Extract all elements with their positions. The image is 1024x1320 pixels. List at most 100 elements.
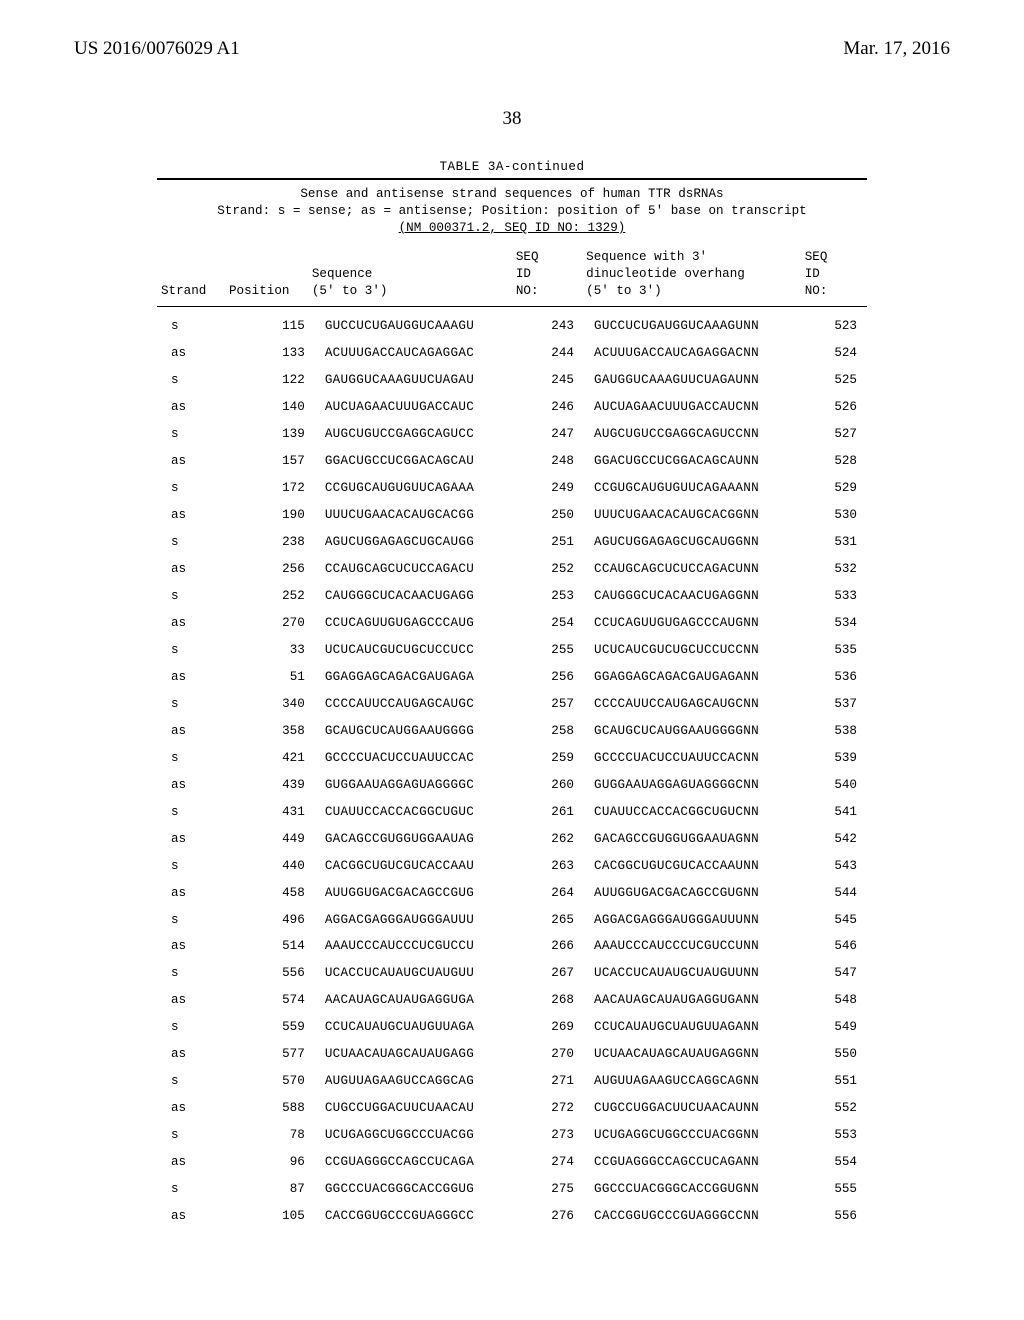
cell-sequence: CCUCAUAUGCUAUGUUAGA <box>325 1021 519 1034</box>
cell-position: 33 <box>236 644 325 657</box>
cell-seqid: 264 <box>519 887 594 900</box>
cell-seqid: 259 <box>519 752 594 765</box>
table-row: as270CCUCAGUUGUGAGCCCAUG254CCUCAGUUGUGAG… <box>157 610 867 637</box>
cell-seqid2: 540 <box>802 779 867 792</box>
cell-sequence: CACCGGUGCCCGUAGGGCC <box>325 1210 519 1223</box>
cell-sequence: AAAUCCCAUCCCUCGUCCU <box>325 940 519 953</box>
cell-position: 139 <box>236 428 325 441</box>
cell-sequence: AGGACGAGGGAUGGGAUUU <box>325 914 519 927</box>
table-row: as358GCAUGCUCAUGGAAUGGGG258GCAUGCUCAUGGA… <box>157 718 867 745</box>
cell-sequence: UCUGAGGCUGGCCCUACGG <box>325 1129 519 1142</box>
table-row: s559CCUCAUAUGCUAUGUUAGA269CCUCAUAUGCUAUG… <box>157 1014 867 1041</box>
table-row: s122GAUGGUCAAAGUUCUAGAU245GAUGGUCAAAGUUC… <box>157 367 867 394</box>
cell-seqid2: 552 <box>802 1102 867 1115</box>
subtitle-line1: Sense and antisense strand sequences of … <box>300 187 723 201</box>
cell-sequence3: AACAUAGCAUAUGAGGUGANN <box>594 994 802 1007</box>
cell-sequence3: UCUAACAUAGCAUAUGAGGNN <box>594 1048 802 1061</box>
cell-sequence3: CUAUUCCACCACGGCUGUCNN <box>594 806 802 819</box>
cell-sequence3: CCUCAGUUGUGAGCCCAUGNN <box>594 617 802 630</box>
cell-seqid: 271 <box>519 1075 594 1088</box>
cell-sequence3: GCCCCUACUCCUAUUCCACNN <box>594 752 802 765</box>
cell-position: 574 <box>236 994 325 1007</box>
table-row: s139AUGCUGUCCGAGGCAGUCC247AUGCUGUCCGAGGC… <box>157 421 867 448</box>
cell-strand: as <box>157 1210 236 1223</box>
cell-sequence3: GACAGCCGUGGUGGAAUAGNN <box>594 833 802 846</box>
cell-sequence3: AGGACGAGGGAUGGGAUUUNN <box>594 914 802 927</box>
cell-seqid: 246 <box>519 401 594 414</box>
cell-sequence: GAUGGUCAAAGUUCUAGAU <box>325 374 519 387</box>
cell-strand: s <box>157 1075 236 1088</box>
cell-sequence3: CAUGGGCUCACAACUGAGGNN <box>594 590 802 603</box>
cell-position: 514 <box>236 940 325 953</box>
table-row: as449GACAGCCGUGGUGGAAUAG262GACAGCCGUGGUG… <box>157 825 867 852</box>
table-row: s78UCUGAGGCUGGCCCUACGG273UCUGAGGCUGGCCCU… <box>157 1122 867 1149</box>
cell-position: 190 <box>236 509 325 522</box>
cell-sequence: UCACCUCAUAUGCUAUGUU <box>325 967 519 980</box>
cell-sequence3: GGCCCUACGGGCACCGGUGNN <box>594 1183 802 1196</box>
cell-sequence3: GAUGGUCAAAGUUCUAGAUNN <box>594 374 802 387</box>
cell-sequence3: AAAUCCCAUCCCUCGUCCUNN <box>594 940 802 953</box>
cell-strand: as <box>157 887 236 900</box>
col-strand: Strand <box>157 249 229 300</box>
cell-seqid2: 523 <box>802 320 867 333</box>
cell-strand: s <box>157 590 236 603</box>
col-sequence: Sequence (5' to 3') <box>312 249 516 300</box>
table-row: s431CUAUUCCACCACGGCUGUC261CUAUUCCACCACGG… <box>157 798 867 825</box>
table-row: as574AACAUAGCAUAUGAGGUGA268AACAUAGCAUAUG… <box>157 987 867 1014</box>
cell-seqid: 266 <box>519 940 594 953</box>
cell-position: 559 <box>236 1021 325 1034</box>
cell-strand: as <box>157 455 236 468</box>
cell-sequence: CCCCAUUCCAUGAGCAUGC <box>325 698 519 711</box>
cell-seqid2: 529 <box>802 482 867 495</box>
cell-sequence: CUAUUCCACCACGGCUGUC <box>325 806 519 819</box>
table-row: s115GUCCUCUGAUGGUCAAAGU243GUCCUCUGAUGGUC… <box>157 313 867 340</box>
cell-sequence3: GUCCUCUGAUGGUCAAAGUNN <box>594 320 802 333</box>
table-row: as105CACCGGUGCCCGUAGGGCC276CACCGGUGCCCGU… <box>157 1203 867 1230</box>
table-row: s172CCGUGCAUGUGUUCAGAAA249CCGUGCAUGUGUUC… <box>157 475 867 502</box>
cell-seqid: 253 <box>519 590 594 603</box>
cell-seqid: 273 <box>519 1129 594 1142</box>
cell-seqid: 275 <box>519 1183 594 1196</box>
cell-sequence3: UCUGAGGCUGGCCCUACGGNN <box>594 1129 802 1142</box>
table-row: as140AUCUAGAACUUUGACCAUC246AUCUAGAACUUUG… <box>157 394 867 421</box>
cell-position: 449 <box>236 833 325 846</box>
cell-seqid2: 547 <box>802 967 867 980</box>
cell-seqid2: 530 <box>802 509 867 522</box>
cell-seqid2: 554 <box>802 1156 867 1169</box>
table-row: s421GCCCCUACUCCUAUUCCAC259GCCCCUACUCCUAU… <box>157 745 867 772</box>
cell-position: 140 <box>236 401 325 414</box>
cell-seqid2: 527 <box>802 428 867 441</box>
cell-seqid: 272 <box>519 1102 594 1115</box>
cell-seqid2: 544 <box>802 887 867 900</box>
cell-seqid2: 556 <box>802 1210 867 1223</box>
cell-strand: s <box>157 644 236 657</box>
cell-strand: s <box>157 1021 236 1034</box>
table-row: as256CCAUGCAGCUCUCCAGACU252CCAUGCAGCUCUC… <box>157 556 867 583</box>
cell-seqid: 276 <box>519 1210 594 1223</box>
cell-seqid: 245 <box>519 374 594 387</box>
cell-seqid2: 551 <box>802 1075 867 1088</box>
pub-date: Mar. 17, 2016 <box>843 38 950 60</box>
cell-strand: as <box>157 347 236 360</box>
cell-strand: as <box>157 401 236 414</box>
cell-seqid: 261 <box>519 806 594 819</box>
cell-strand: as <box>157 994 236 1007</box>
cell-sequence: GUGGAAUAGGAGUAGGGGC <box>325 779 519 792</box>
cell-strand: s <box>157 1183 236 1196</box>
cell-sequence: ACUUUGACCAUCAGAGGAC <box>325 347 519 360</box>
cell-sequence: UCUCAUCGUCUGCUCCUCC <box>325 644 519 657</box>
cell-sequence: CCAUGCAGCUCUCCAGACU <box>325 563 519 576</box>
cell-seqid: 262 <box>519 833 594 846</box>
table-row: s238AGUCUGGAGAGCUGCAUGG251AGUCUGGAGAGCUG… <box>157 529 867 556</box>
cell-seqid2: 555 <box>802 1183 867 1196</box>
cell-strand: s <box>157 967 236 980</box>
cell-strand: as <box>157 940 236 953</box>
table-row: as439GUGGAAUAGGAGUAGGGGC260GUGGAAUAGGAGU… <box>157 771 867 798</box>
cell-sequence: CAUGGGCUCACAACUGAGG <box>325 590 519 603</box>
cell-seqid2: 536 <box>802 671 867 684</box>
cell-seqid2: 543 <box>802 860 867 873</box>
cell-strand: s <box>157 482 236 495</box>
cell-seqid: 244 <box>519 347 594 360</box>
cell-seqid2: 526 <box>802 401 867 414</box>
cell-sequence: CCUCAGUUGUGAGCCCAUG <box>325 617 519 630</box>
